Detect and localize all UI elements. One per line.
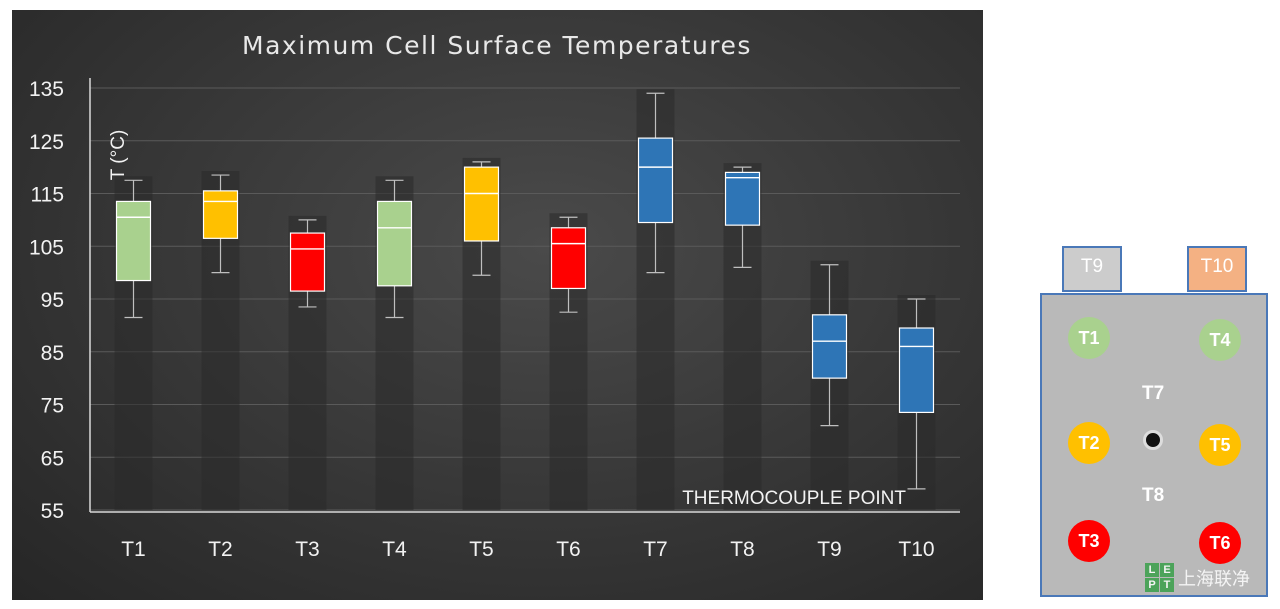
box-T3 xyxy=(289,232,326,292)
x-tick-label: T9 xyxy=(817,538,842,561)
axes xyxy=(89,78,960,513)
y-axis-label: T (°C) xyxy=(108,130,129,181)
box-T8 xyxy=(724,171,761,226)
y-tick-label: 55 xyxy=(41,500,64,523)
box-T7 xyxy=(637,137,674,224)
x-tick-labels: T1 T2 T3 T4 T5 T6 T7 T8 T9 T10 xyxy=(121,538,934,561)
box-T9 xyxy=(811,314,848,379)
x-tick-label: T5 xyxy=(469,538,494,561)
box-T10 xyxy=(898,327,935,414)
box-T2 xyxy=(202,190,239,239)
x-tick-label: T10 xyxy=(898,538,934,561)
point-T4: T4 xyxy=(1199,319,1241,361)
y-tick-label: 95 xyxy=(41,289,64,312)
watermark-text: 上海联净 xyxy=(1178,568,1250,589)
logo-letter: T xyxy=(1160,578,1174,592)
x-tick-label: T2 xyxy=(208,538,233,561)
box-series xyxy=(115,92,935,490)
y-tick-label: 65 xyxy=(41,447,64,470)
center-hole-icon xyxy=(1143,430,1163,450)
y-tick-label: 125 xyxy=(29,131,64,154)
point-T1: T1 xyxy=(1068,317,1110,359)
box-T5 xyxy=(463,166,500,242)
y-tick-label: 85 xyxy=(41,342,64,365)
x-tick-label: T6 xyxy=(556,538,581,561)
y-tick-label: 75 xyxy=(41,395,64,418)
box-T1 xyxy=(115,200,152,282)
point-T2: T2 xyxy=(1068,422,1110,464)
watermark-logo-icon: L E P T xyxy=(1145,563,1174,592)
point-T7-label: T7 xyxy=(1142,383,1165,404)
thermocouple-location-diagram: T9 T10 T1 T4 T7 T2 T5 T8 T3 T6 xyxy=(1040,246,1270,601)
x-tick-label: T7 xyxy=(643,538,668,561)
point-T6: T6 xyxy=(1199,522,1241,564)
terminal-negative: T9 xyxy=(1062,246,1122,292)
y-tick-label: 115 xyxy=(31,184,64,207)
x-tick-label: T3 xyxy=(295,538,320,561)
category-bands xyxy=(114,89,936,511)
x-axis-label: THERMOCOUPLE POINT xyxy=(682,488,906,509)
x-tick-label: T1 xyxy=(121,538,146,561)
point-T5: T5 xyxy=(1199,424,1241,466)
y-tick-label: 135 xyxy=(29,78,64,101)
box-T6 xyxy=(550,227,587,290)
chart-title: Maximum Cell Surface Temperatures xyxy=(242,31,752,60)
x-tick-label: T4 xyxy=(382,538,407,561)
y-tick-labels: 135 125 115 105 95 85 75 65 55 xyxy=(29,78,64,523)
logo-letter: L xyxy=(1145,563,1159,577)
watermark: L E P T 上海联净 xyxy=(1145,563,1250,592)
y-tick-label: 105 xyxy=(29,236,64,259)
logo-letter: P xyxy=(1145,578,1159,592)
chart-panel: Maximum Cell Surface Temperatures 135 125… xyxy=(12,10,983,600)
box-plot-chart: Maximum Cell Surface Temperatures 135 125… xyxy=(29,31,960,561)
point-T8-label: T8 xyxy=(1142,485,1165,506)
point-T3: T3 xyxy=(1068,520,1110,562)
box-T4 xyxy=(376,200,413,287)
x-tick-label: T8 xyxy=(730,538,755,561)
logo-letter: E xyxy=(1160,563,1174,577)
terminal-positive: T10 xyxy=(1187,246,1247,292)
